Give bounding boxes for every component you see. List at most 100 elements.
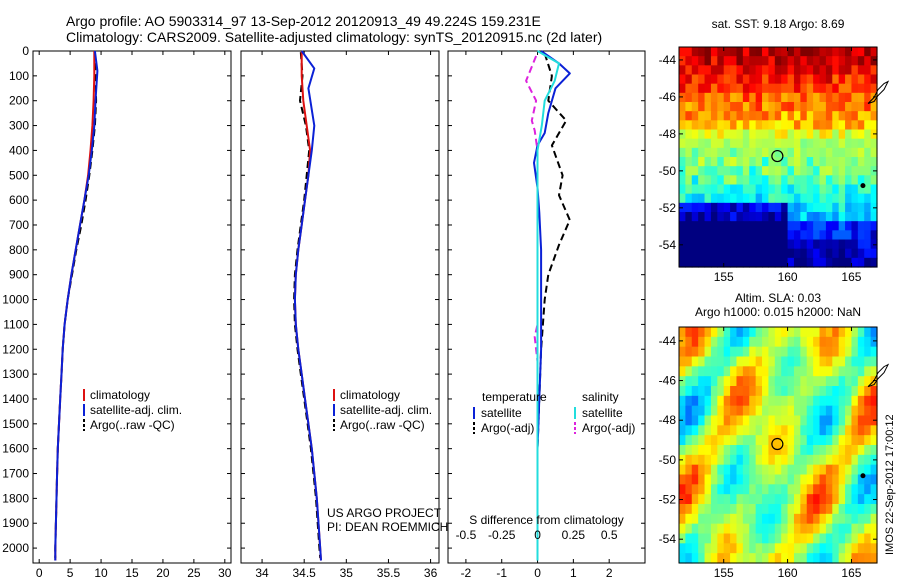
map-cell	[742, 523, 750, 535]
pi-annotation: PI: DEAN ROEMMICH	[327, 520, 448, 534]
map-cell	[736, 230, 744, 241]
map-cell	[691, 464, 699, 476]
map-cell	[813, 504, 821, 515]
map-cell	[787, 454, 795, 466]
map-cell	[698, 366, 706, 377]
map-cell	[685, 415, 693, 426]
map-cell	[742, 395, 750, 407]
map-cell	[838, 464, 846, 476]
map-cell	[685, 166, 693, 176]
map-cell	[857, 166, 865, 176]
map-cell	[838, 366, 846, 377]
map-cell	[736, 102, 744, 112]
map-cell	[870, 425, 878, 436]
map-cell	[717, 138, 725, 149]
map-cell	[838, 523, 846, 535]
map-cell	[813, 74, 821, 85]
map-cell	[685, 120, 693, 131]
map-cell	[845, 239, 853, 250]
map-cell	[717, 533, 725, 544]
map-cell	[845, 405, 853, 417]
map-cell	[691, 513, 699, 525]
x2-tick-label: -0.5	[456, 528, 477, 542]
map-cell	[870, 543, 878, 554]
series-satellite-temperature-line	[533, 50, 571, 561]
map-cell	[749, 336, 757, 348]
map-cell	[717, 553, 725, 564]
map-raster	[679, 327, 878, 564]
map-cell	[679, 102, 686, 112]
map-cell	[864, 74, 872, 85]
map-cell	[806, 111, 814, 121]
map-cell	[710, 184, 718, 195]
map-cell	[800, 102, 808, 112]
map-cell	[857, 83, 865, 94]
map-cell	[857, 47, 865, 57]
map-cell	[755, 111, 763, 121]
map-cell	[698, 533, 706, 544]
map-cell	[819, 376, 827, 387]
map-cell	[793, 248, 801, 259]
map-cell	[736, 65, 744, 76]
map-cell	[768, 504, 776, 515]
map-cell	[762, 484, 770, 495]
map-cell	[749, 92, 757, 103]
map-cell	[774, 239, 782, 250]
map-cell	[813, 327, 821, 338]
map-cell	[698, 202, 706, 213]
map-cell	[864, 366, 872, 377]
map-cell	[793, 193, 801, 204]
map-cell	[710, 129, 718, 140]
map-cell	[691, 138, 699, 149]
map-cell	[864, 435, 872, 446]
map-cell	[870, 464, 878, 476]
map-cell	[845, 184, 853, 195]
map-cell	[813, 445, 821, 456]
map-cell	[793, 175, 801, 186]
map-cell	[768, 202, 776, 213]
map-cell	[851, 464, 859, 476]
map-cell	[742, 415, 750, 426]
map-y-tick-label: -46	[659, 90, 677, 104]
map-cell	[685, 175, 693, 186]
map-cell	[800, 523, 808, 535]
map-cell	[838, 56, 846, 66]
map-cell	[730, 504, 738, 515]
map-cell	[755, 221, 763, 231]
map-cell	[832, 83, 840, 94]
map-cell	[787, 120, 795, 131]
map-cell	[704, 230, 712, 241]
map-cell	[838, 157, 846, 167]
map-cell	[679, 484, 686, 495]
map-cell	[704, 454, 712, 466]
map-cell	[806, 257, 814, 268]
map-cell	[832, 111, 840, 121]
map-cell	[793, 376, 801, 387]
map-cell	[800, 327, 808, 338]
map-cell	[832, 445, 840, 456]
map-cell	[685, 494, 693, 505]
legend-label: satellite	[582, 406, 623, 420]
y-tick-label: 1600	[2, 442, 29, 456]
map-cell	[723, 454, 731, 466]
map-cell	[768, 464, 776, 476]
map-cell	[857, 386, 865, 397]
map-cell	[851, 327, 859, 338]
map-cell	[768, 474, 776, 485]
map-cell	[710, 415, 718, 426]
map-cell	[819, 147, 827, 158]
map-cell	[685, 533, 693, 544]
map-cell	[762, 395, 770, 407]
map-cell	[736, 415, 744, 426]
map-cell	[781, 553, 789, 564]
map-cell	[787, 346, 795, 358]
map-cell	[813, 513, 821, 525]
map-cell	[730, 56, 738, 66]
map-cell	[742, 239, 750, 250]
map-cell	[679, 230, 686, 241]
map-cell	[698, 386, 706, 397]
map-cell	[800, 166, 808, 176]
map-cell	[685, 395, 693, 407]
map-cell	[762, 248, 770, 259]
map-cell	[819, 74, 827, 85]
